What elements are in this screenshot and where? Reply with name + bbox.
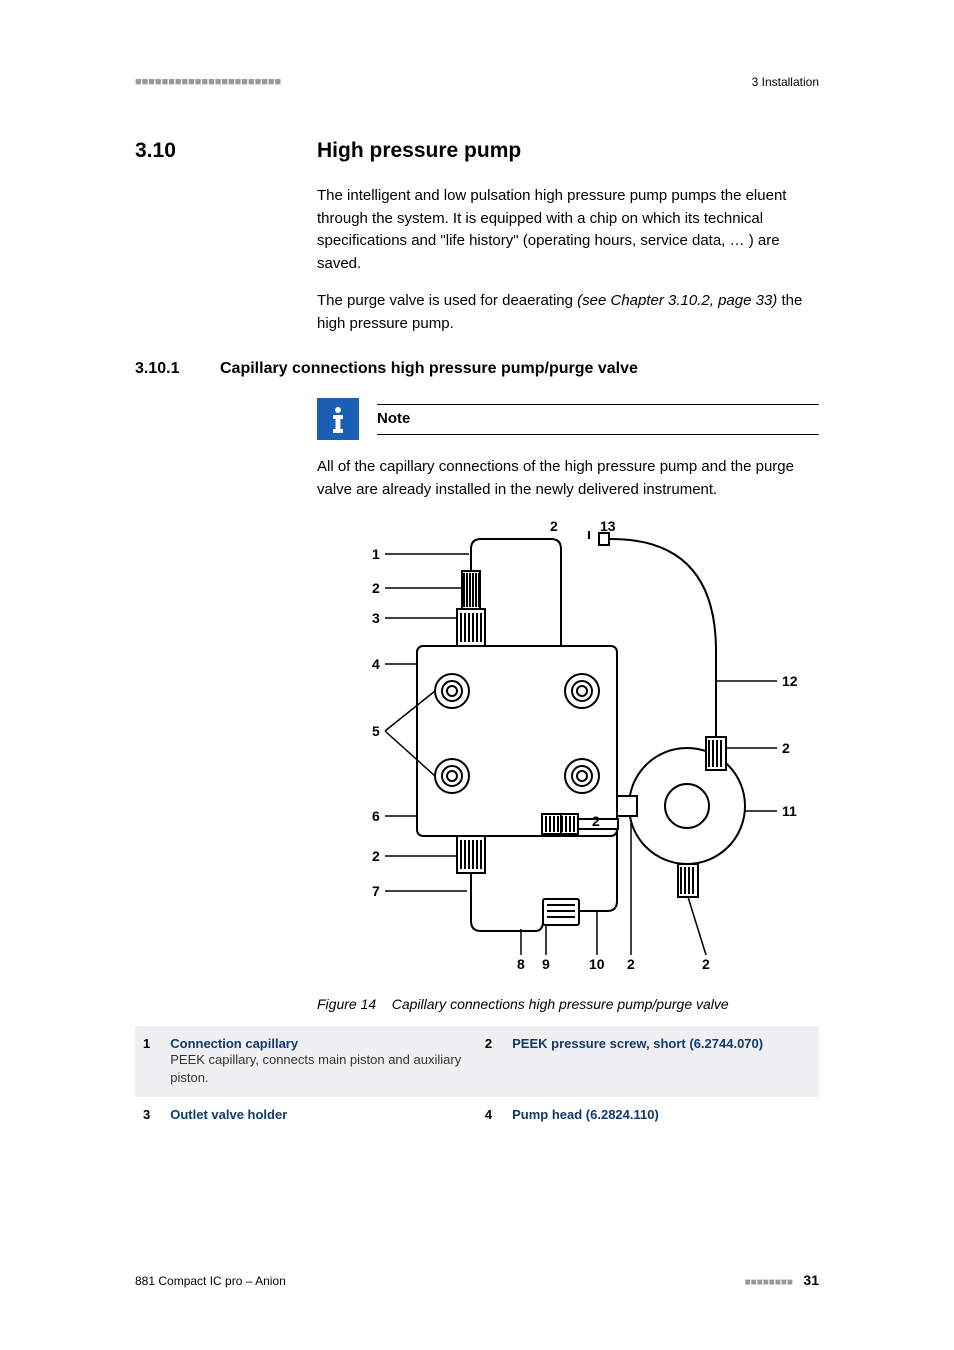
fig-label-r11: 11 bbox=[782, 803, 797, 819]
fig-label-l2a: 2 bbox=[372, 580, 380, 596]
fig-label-b8: 8 bbox=[517, 956, 525, 972]
fig-label-l4: 4 bbox=[372, 656, 380, 672]
figure-caption-text: Capillary connections high pressure pump… bbox=[392, 996, 729, 1012]
legend-cell: Pump head (6.2824.110) bbox=[504, 1097, 819, 1132]
subsection-heading: Capillary connections high pressure pump… bbox=[220, 360, 638, 378]
fig-label-b2a: 2 bbox=[627, 956, 635, 972]
note-label: Note bbox=[377, 405, 819, 430]
info-icon bbox=[317, 398, 359, 440]
section-heading: High pressure pump bbox=[317, 139, 521, 163]
subsection-number: 3.10.1 bbox=[135, 360, 220, 378]
legend-num: 1 bbox=[135, 1026, 162, 1097]
fig-label-mid-2: 2 bbox=[592, 813, 600, 829]
footer-page-number: 31 bbox=[803, 1272, 819, 1288]
legend-title: Connection capillary bbox=[170, 1036, 298, 1051]
fig-label-top-2: 2 bbox=[550, 521, 558, 534]
fig-label-l2b: 2 bbox=[372, 848, 380, 864]
legend-title: Pump head (6.2824.110) bbox=[512, 1107, 659, 1122]
fig-label-l3: 3 bbox=[372, 610, 380, 626]
legend-row: 3 Outlet valve holder 4 Pump head (6.282… bbox=[135, 1097, 819, 1132]
figure-diagram: 2 13 1 2 3 4 5 6 2 7 12 2 11 2 8 9 10 2 … bbox=[317, 521, 819, 986]
fig-label-l5: 5 bbox=[372, 723, 380, 739]
fig-label-l1: 1 bbox=[372, 546, 380, 562]
figure-number: Figure 14 bbox=[317, 996, 376, 1012]
figure-caption: Figure 14 Capillary connections high pre… bbox=[317, 996, 819, 1012]
footer-left: 881 Compact IC pro – Anion bbox=[135, 1274, 286, 1288]
header-section-label: 3 Installation bbox=[752, 75, 819, 89]
section-para-1: The intelligent and low pulsation high p… bbox=[317, 185, 819, 275]
legend-row: 1 Connection capillary PEEK capillary, c… bbox=[135, 1026, 819, 1097]
note-text: All of the capillary connections of the … bbox=[317, 456, 819, 501]
fig-label-r12: 12 bbox=[782, 673, 798, 689]
legend-cell: Connection capillary PEEK capillary, con… bbox=[162, 1026, 477, 1097]
section-title: 3.10 High pressure pump bbox=[135, 139, 819, 163]
fig-label-b9: 9 bbox=[542, 956, 550, 972]
fig-label-l6: 6 bbox=[372, 808, 380, 824]
note-header: Note bbox=[317, 398, 819, 440]
legend-num: 3 bbox=[135, 1097, 162, 1132]
footer-dashes: ■■■■■■■■ bbox=[745, 1277, 793, 1288]
section-para-2: The purge valve is used for deaerating (… bbox=[317, 290, 819, 335]
legend-title: PEEK pressure screw, short (6.2744.070) bbox=[512, 1036, 763, 1051]
fig-label-r2a: 2 bbox=[782, 740, 790, 756]
header-dashes-left: ■■■■■■■■■■■■■■■■■■■■■■ bbox=[135, 76, 281, 88]
legend-title: Outlet valve holder bbox=[170, 1107, 287, 1122]
legend-table: 1 Connection capillary PEEK capillary, c… bbox=[135, 1026, 819, 1132]
page-footer: 881 Compact IC pro – Anion ■■■■■■■■ 31 bbox=[135, 1272, 819, 1290]
legend-cell: PEEK pressure screw, short (6.2744.070) bbox=[504, 1026, 819, 1097]
note-box: Note All of the capillary connections of… bbox=[317, 398, 819, 501]
legend-num: 4 bbox=[477, 1097, 504, 1132]
section-number: 3.10 bbox=[135, 139, 317, 163]
subsection-title: 3.10.1 Capillary connections high pressu… bbox=[135, 360, 819, 378]
legend-cell: Outlet valve holder bbox=[162, 1097, 477, 1132]
para2-ref: (see Chapter 3.10.2, page 33) bbox=[577, 292, 777, 309]
footer-right-wrap: ■■■■■■■■ 31 bbox=[745, 1272, 819, 1290]
fig-label-b2b: 2 bbox=[702, 956, 710, 972]
fig-label-top-13: 13 bbox=[600, 521, 616, 534]
fig-label-b10: 10 bbox=[589, 956, 605, 972]
fig-label-l7: 7 bbox=[372, 883, 380, 899]
legend-desc: PEEK capillary, connects main piston and… bbox=[170, 1052, 461, 1085]
legend-num: 2 bbox=[477, 1026, 504, 1097]
para2-a: The purge valve is used for deaerating bbox=[317, 292, 577, 309]
page-header: ■■■■■■■■■■■■■■■■■■■■■■ 3 Installation bbox=[135, 75, 819, 89]
